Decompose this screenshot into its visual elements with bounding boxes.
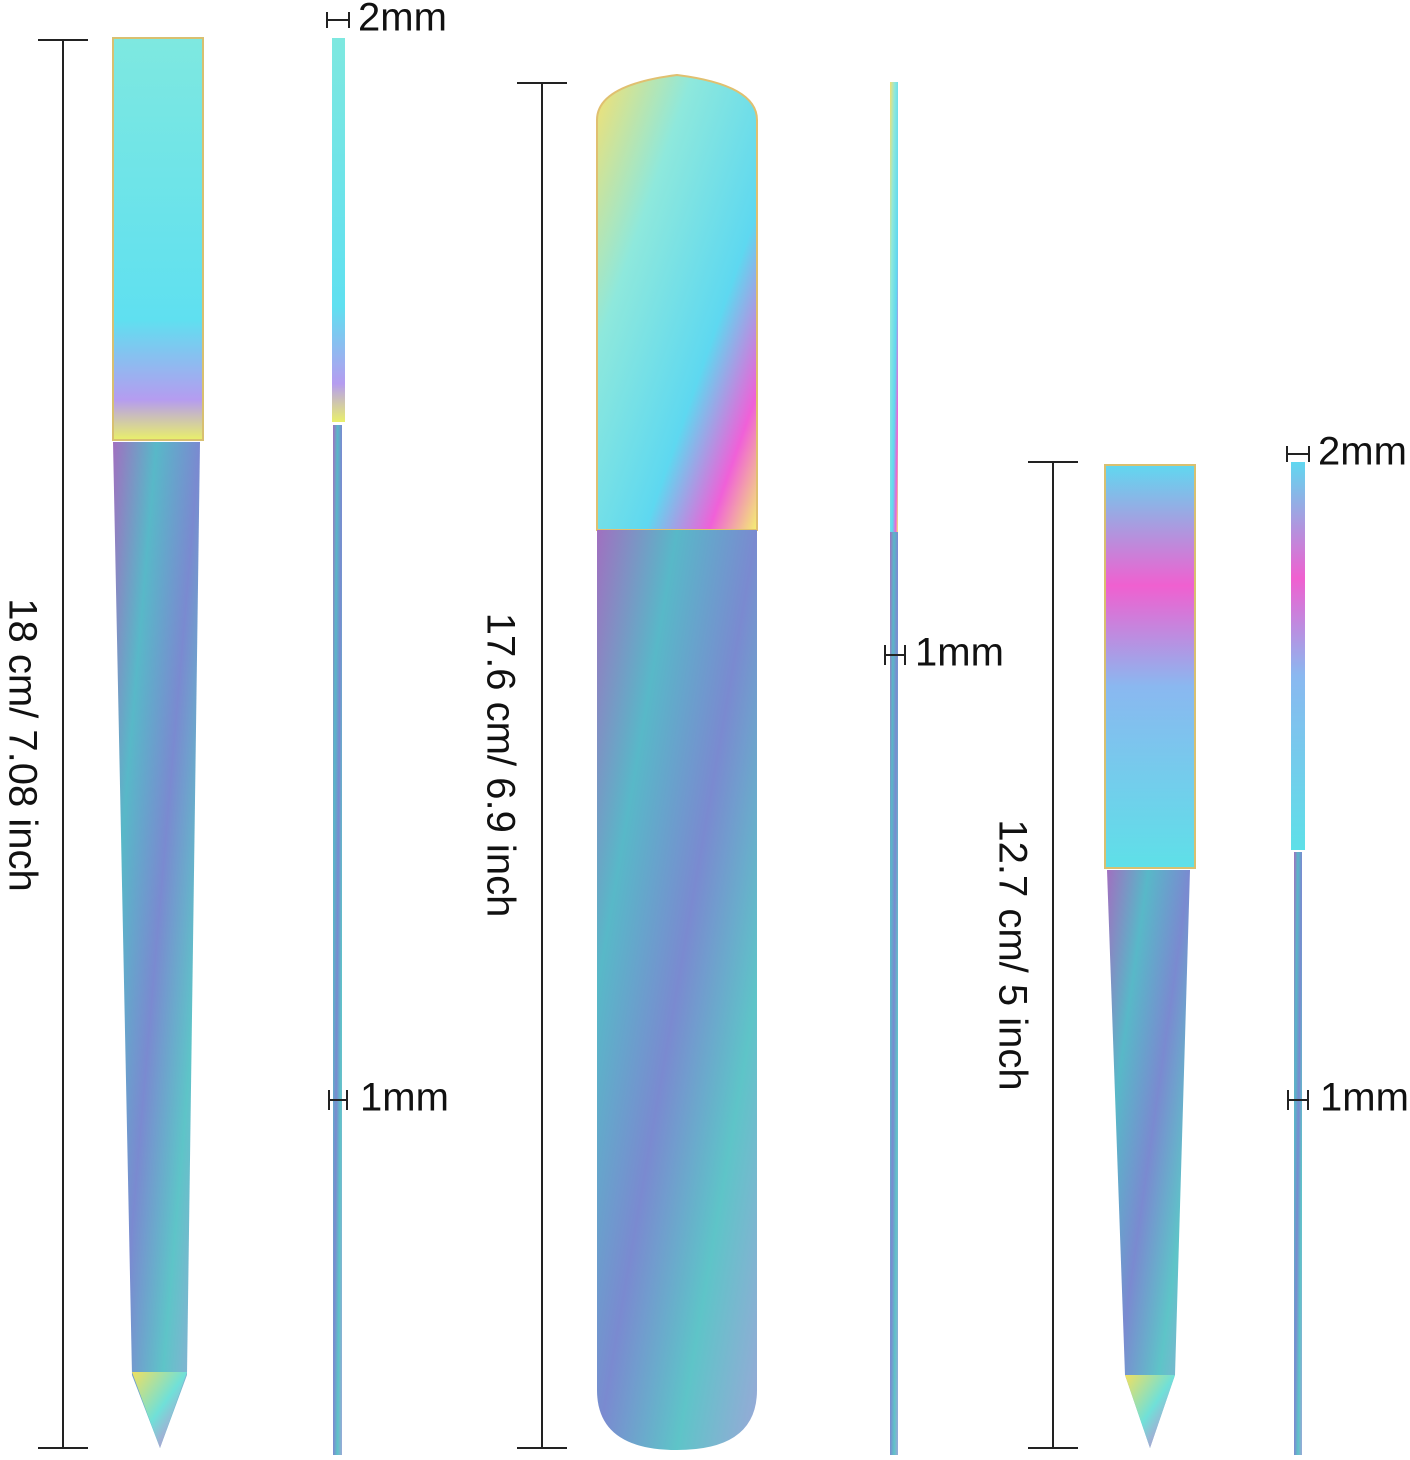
length-label: 17.6 cm/ 6.9 inch bbox=[478, 613, 522, 918]
handle-thickness: 2mm bbox=[358, 0, 447, 40]
handle-thickness: 2mm bbox=[1318, 430, 1407, 474]
side-handle bbox=[332, 38, 345, 422]
side-handle bbox=[1291, 462, 1305, 850]
blade-thickness: 1mm bbox=[360, 1076, 449, 1120]
thickness-marker bbox=[884, 645, 906, 665]
side-blade bbox=[1294, 852, 1302, 1455]
length-label: 18 cm/ 7.08 inch bbox=[0, 598, 44, 892]
blade bbox=[113, 442, 200, 1448]
length-line bbox=[1028, 461, 1078, 1449]
body bbox=[597, 530, 757, 1450]
side-handle bbox=[890, 82, 898, 532]
tip bbox=[1125, 1375, 1175, 1448]
tool-1: 18 cm/ 7.08 inch 2mm 1mm bbox=[0, 0, 449, 1455]
side-body bbox=[890, 532, 898, 1455]
tool-2: 17.6 cm/ 6.9 inch 1mm bbox=[478, 73, 1004, 1455]
tool-3: 12.7 cm/ 5 inch 2mm 1mm bbox=[990, 430, 1409, 1455]
handle bbox=[1104, 464, 1196, 869]
thickness-marker bbox=[1286, 446, 1310, 462]
handle bbox=[112, 37, 204, 441]
thickness-marker bbox=[1287, 1090, 1309, 1110]
length-label: 12.7 cm/ 5 inch bbox=[990, 819, 1034, 1090]
side-blade bbox=[333, 425, 342, 1455]
tip bbox=[132, 1372, 187, 1448]
blade bbox=[1107, 870, 1190, 1448]
thickness-marker bbox=[326, 12, 350, 28]
length-line bbox=[517, 82, 567, 1449]
length-line bbox=[38, 39, 88, 1449]
thickness: 1mm bbox=[915, 631, 1004, 675]
blade-thickness: 1mm bbox=[1320, 1076, 1409, 1120]
thickness-marker bbox=[328, 1090, 348, 1110]
handle bbox=[596, 73, 758, 531]
